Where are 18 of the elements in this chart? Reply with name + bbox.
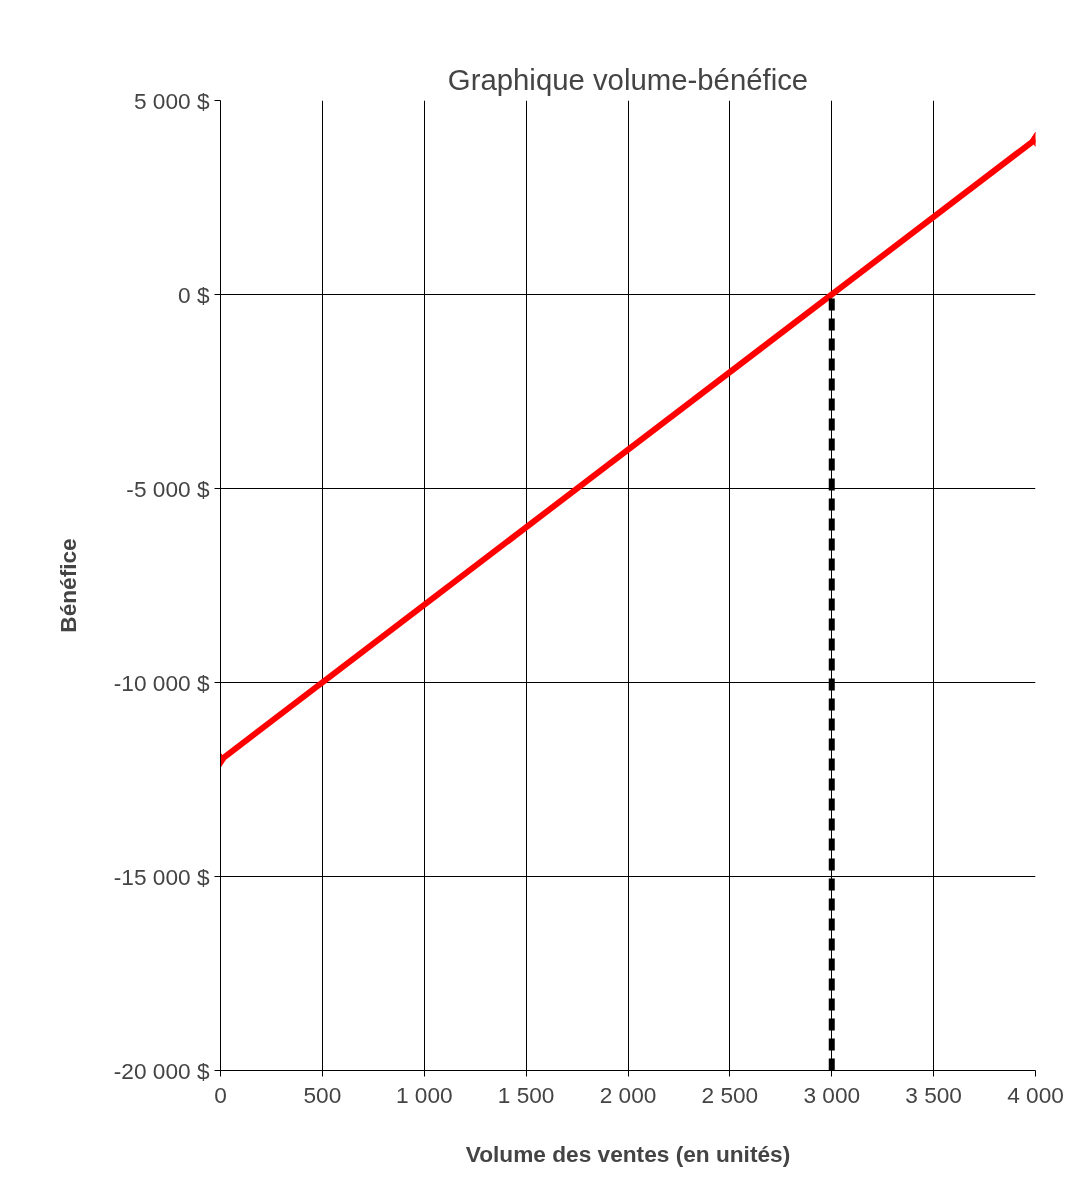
chart-title: Graphique volume-bénéfice: [447, 62, 809, 96]
x-tick-label: 1 000: [395, 1081, 453, 1108]
x-tick-label: 0: [214, 1081, 227, 1108]
x-tick-label: 1 500: [497, 1081, 555, 1108]
x-tick-label: 4 000: [1007, 1081, 1064, 1108]
x-tick-label: 3 500: [905, 1081, 962, 1108]
x-tick-label: 500: [303, 1081, 342, 1108]
x-tick-label: 2 000: [599, 1081, 657, 1108]
x-tick-label: 3 000: [803, 1081, 861, 1108]
y-tick-label: 0 $: [178, 281, 210, 308]
y-tick-label: -20 000 $: [113, 1057, 210, 1084]
y-tick-label: -15 000 $: [113, 863, 210, 890]
y-tick-label: 5 000 $: [133, 87, 210, 114]
y-tick-label: -5 000 $: [126, 475, 210, 502]
y-tick-label: -10 000 $: [113, 669, 210, 696]
x-tick-label: 2 500: [701, 1081, 759, 1108]
y-axis-title: Bénéfice: [54, 538, 81, 633]
x-axis-title: Volume des ventes (en unités): [465, 1140, 791, 1167]
